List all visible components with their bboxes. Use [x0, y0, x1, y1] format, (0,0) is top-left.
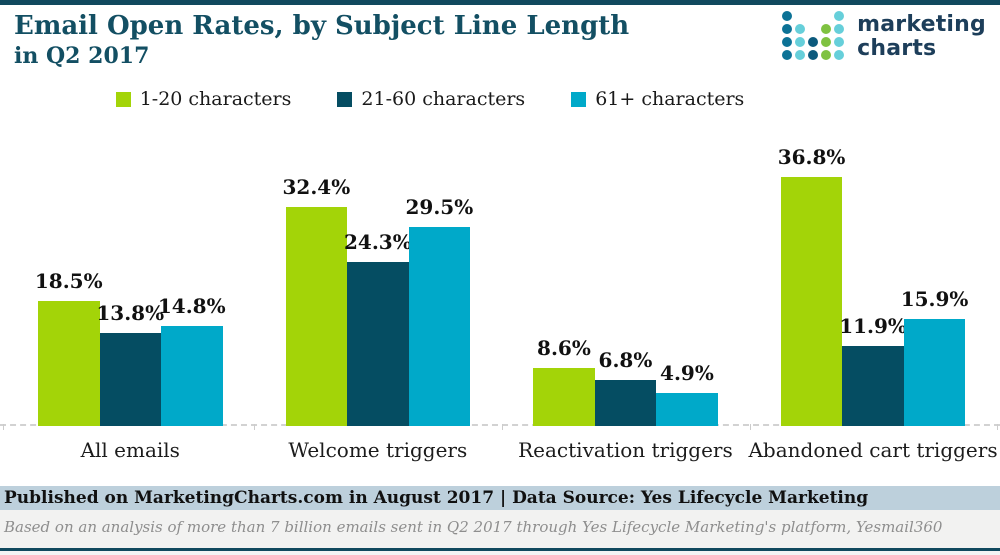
- bar-value-label: 15.9%: [900, 286, 969, 311]
- bar: [408, 226, 471, 426]
- bar-group: 36.8% 11.9% 15.9%: [778, 117, 968, 426]
- bar-value-label: 36.8%: [777, 145, 846, 170]
- bar: [903, 318, 966, 426]
- page-subtitle: in Q2 2017: [14, 42, 150, 69]
- bar-value-label: 14.8%: [157, 293, 226, 318]
- logo-dot-empty: [808, 24, 821, 37]
- bar-column: 24.3%: [344, 117, 412, 426]
- axis-tick: [3, 424, 4, 430]
- bar-column: 15.9%: [901, 117, 968, 426]
- bar-column: 32.4%: [282, 117, 350, 426]
- bar-value-label: 24.3%: [343, 229, 412, 254]
- x-axis-baseline: [0, 424, 1000, 430]
- bar-column: 14.8%: [158, 117, 226, 426]
- title-block: Email Open Rates, by Subject Line Length…: [14, 10, 629, 69]
- bar-column: 36.8%: [778, 117, 845, 426]
- bottom-border: [0, 548, 1000, 551]
- category-label: All emails: [80, 438, 180, 462]
- logo-dot: [821, 50, 832, 60]
- footer-note-bar: Based on an analysis of more than 7 bill…: [0, 510, 1000, 548]
- logo-dot: [834, 24, 845, 34]
- bar: [161, 325, 223, 426]
- marketingcharts-logo: marketing charts: [782, 11, 986, 63]
- bar-column: 29.5%: [405, 117, 473, 426]
- logo-wordmark: marketing charts: [857, 13, 986, 61]
- bar-column: 13.8%: [96, 117, 164, 426]
- logo-dot: [782, 24, 793, 34]
- logo-dot: [782, 50, 793, 60]
- axis-tick: [996, 424, 998, 430]
- bar: [656, 392, 718, 426]
- logo-dot: [834, 50, 845, 60]
- plot-area: 18.5% 13.8% 14.8% 32.4% 24.3% 29.5% 8.6% 6.8% 4.…: [0, 117, 1000, 430]
- category-label: Welcome triggers: [288, 438, 468, 462]
- logo-dot: [795, 24, 806, 34]
- bottom-strip: [0, 551, 1000, 555]
- page-title: Email Open Rates, by Subject Line Length: [14, 11, 630, 41]
- logo-dot: [821, 24, 832, 34]
- top-border: [0, 0, 1000, 5]
- bar-group: 8.6% 6.8% 4.9%: [533, 117, 718, 426]
- axis-tick: [749, 424, 751, 430]
- legend-item: 21-60 characters: [337, 88, 525, 110]
- axis-tick: [254, 424, 255, 430]
- logo-dot-empty: [808, 11, 821, 24]
- legend-label: 61+ characters: [595, 88, 745, 110]
- legend-swatch-icon: [115, 91, 131, 107]
- logo-dot: [782, 37, 793, 47]
- logo-dot: [782, 11, 793, 21]
- logo-wordmark-line2: charts: [857, 36, 937, 61]
- bar-value-label: 29.5%: [405, 194, 474, 219]
- bar-column: 8.6%: [533, 117, 595, 426]
- logo-dot-empty: [821, 11, 834, 24]
- footer-note-text: Based on an analysis of more than 7 bill…: [4, 518, 943, 536]
- bar: [285, 206, 348, 426]
- bar-column: 18.5%: [35, 117, 103, 426]
- legend-item: 1-20 characters: [115, 88, 292, 110]
- legend-swatch-icon: [571, 91, 587, 107]
- bar: [533, 367, 595, 426]
- bar-value-label: 4.9%: [660, 360, 714, 385]
- bar-value-label: 18.5%: [34, 268, 103, 293]
- bar-column: 11.9%: [839, 117, 907, 426]
- logo-dot: [834, 37, 845, 47]
- bar-value-label: 8.6%: [537, 335, 591, 360]
- category-label: Reactivation triggers: [518, 438, 733, 462]
- logo-dot: [808, 37, 819, 47]
- legend: 1-20 characters 21-60 characters 61+ chara…: [0, 88, 930, 110]
- footer-published-bar: Published on MarketingCharts.com in Augu…: [0, 486, 1000, 510]
- footer-published-text: Published on MarketingCharts.com in Augu…: [4, 488, 869, 508]
- legend-swatch-icon: [337, 91, 353, 107]
- legend-label: 21-60 characters: [361, 88, 526, 110]
- bar: [347, 261, 409, 426]
- bar-group: 32.4% 24.3% 29.5%: [282, 117, 473, 426]
- logo-dot: [834, 11, 845, 21]
- bar-column: 4.9%: [656, 117, 718, 426]
- logo-dots-icon: [782, 11, 847, 63]
- bar: [594, 380, 657, 426]
- logo-dot: [795, 50, 806, 60]
- logo-dot: [808, 50, 819, 60]
- bar: [38, 300, 100, 426]
- bar-value-label: 6.8%: [598, 348, 653, 373]
- logo-dot: [821, 37, 832, 47]
- legend-item: 61+ characters: [571, 88, 744, 110]
- bar-column: 6.8%: [594, 117, 657, 426]
- category-label: Abandoned cart triggers: [748, 438, 998, 462]
- logo-dot: [795, 37, 806, 47]
- bar-value-label: 11.9%: [839, 313, 907, 338]
- logo-wordmark-line1: marketing: [857, 12, 986, 38]
- bar-value-label: 32.4%: [282, 174, 351, 199]
- logo-dot-empty: [795, 11, 808, 24]
- bar: [842, 345, 904, 426]
- legend-label: 1-20 characters: [139, 88, 292, 110]
- bar-value-label: 13.8%: [96, 300, 165, 325]
- bar: [780, 177, 843, 426]
- axis-tick: [501, 424, 503, 430]
- bar-group: 18.5% 13.8% 14.8%: [35, 117, 226, 426]
- category-labels: All emails Welcome triggers Reactivation t…: [0, 426, 1000, 472]
- bar: [99, 332, 161, 426]
- header: Email Open Rates, by Subject Line Length…: [0, 5, 1000, 87]
